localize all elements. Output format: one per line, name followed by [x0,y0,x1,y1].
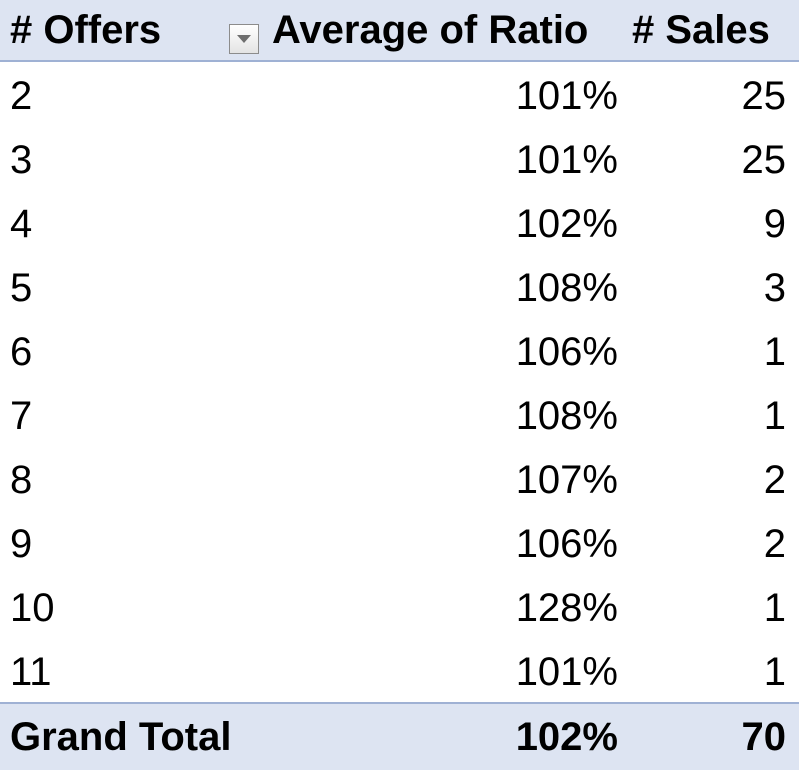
header-offers[interactable]: # Offers [10,8,162,52]
cell-average-ratio[interactable]: 101% [515,74,618,118]
grand-total-label[interactable]: Grand Total [10,715,232,759]
filter-button[interactable] [229,0,261,60]
cell-sales[interactable]: 2 [763,458,786,502]
table-row: 8 107% 2 [0,448,799,512]
header-sales[interactable]: # Sales [632,8,770,52]
table-row: 2 101% 25 [0,64,799,128]
cell-average-ratio[interactable]: 106% [515,522,618,566]
cell-sales[interactable]: 2 [763,522,786,566]
cell-average-ratio[interactable]: 106% [515,330,618,374]
cell-sales[interactable]: 25 [741,74,787,118]
header-average-ratio[interactable]: Average of Ratio [272,8,589,52]
cell-average-ratio[interactable]: 107% [515,458,618,502]
cell-sales[interactable]: 1 [763,650,786,694]
cell-average-ratio[interactable]: 108% [515,266,618,310]
cell-sales[interactable]: 1 [763,330,786,374]
grand-total-ratio[interactable]: 102% [515,715,618,759]
cell-average-ratio[interactable]: 128% [515,586,618,630]
table-row: 10 128% 1 [0,576,799,640]
table-row: 4 102% 9 [0,192,799,256]
table-row: 7 108% 1 [0,384,799,448]
cell-offers[interactable]: 10 [10,586,55,630]
cell-offers[interactable]: 2 [10,74,33,118]
dropdown-arrow-icon[interactable] [229,24,259,54]
table-row: 11 101% 1 [0,640,799,704]
cell-offers[interactable]: 6 [10,330,33,374]
cell-average-ratio[interactable]: 101% [515,138,618,182]
table-row: 9 106% 2 [0,512,799,576]
cell-sales[interactable]: 1 [763,586,786,630]
cell-offers[interactable]: 7 [10,394,33,438]
table-row: 3 101% 25 [0,128,799,192]
cell-offers[interactable]: 3 [10,138,33,182]
cell-sales[interactable]: 3 [763,266,786,310]
table-row: 6 106% 1 [0,320,799,384]
grand-total-row: Grand Total 102% 70 [0,702,799,770]
cell-offers[interactable]: 4 [10,202,33,246]
table-row: 5 108% 3 [0,256,799,320]
cell-offers[interactable]: 5 [10,266,33,310]
cell-sales[interactable]: 9 [763,202,786,246]
cell-offers[interactable]: 11 [10,650,52,694]
cell-sales[interactable]: 25 [741,138,787,182]
cell-sales[interactable]: 1 [763,394,786,438]
cell-average-ratio[interactable]: 101% [515,650,618,694]
cell-average-ratio[interactable]: 102% [515,202,618,246]
cell-offers[interactable]: 8 [10,458,33,502]
cell-offers[interactable]: 9 [10,522,33,566]
header-row: # Offers Average of Ratio # Sales [0,0,799,62]
grand-total-sales[interactable]: 70 [741,715,787,759]
cell-average-ratio[interactable]: 108% [515,394,618,438]
